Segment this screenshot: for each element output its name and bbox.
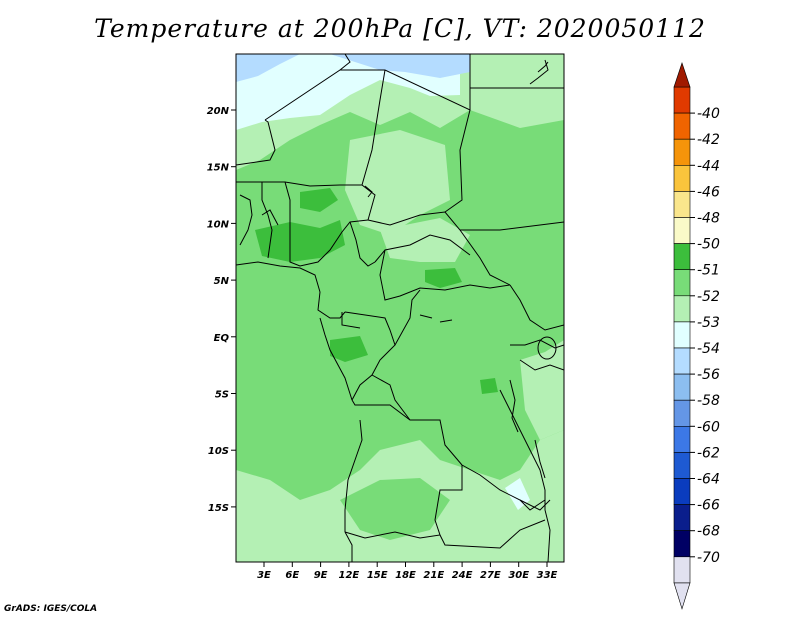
field-east-light (520, 340, 564, 440)
lat-tick-label: 10S (208, 446, 229, 457)
colorbar-label: -70 (697, 550, 720, 566)
colorbar-label: -62 (697, 445, 720, 461)
colorbar-label: -51 (697, 263, 720, 279)
colorbar-label: -68 (697, 524, 720, 540)
colorbar-box (673, 269, 691, 297)
colorbar-label: -58 (697, 393, 720, 409)
lon-tick-label: 3E (257, 570, 271, 581)
field-dark-patch-4 (480, 378, 498, 394)
colorbar-box (673, 321, 691, 349)
colorbar-label: -54 (697, 341, 720, 357)
colorbar-box (673, 191, 691, 218)
colorbar-label: -60 (697, 419, 720, 435)
temperature-field (236, 54, 564, 562)
colorbar-box (673, 373, 691, 401)
lat-tick-label: 5N (214, 276, 230, 287)
longitude-axis: 3E 6E 9E 12E 15E 18E 21E 24E 27E 30E 33E (257, 562, 558, 581)
lon-tick-label: 33E (537, 570, 558, 581)
colorbar-box (673, 138, 691, 166)
colorbar-box (673, 86, 691, 114)
lon-tick-label: 27E (480, 570, 501, 581)
colorbar-box (673, 504, 691, 532)
field-north-blue (236, 54, 300, 82)
colorbar-label: -40 (697, 106, 720, 122)
lon-tick-label: 21E (423, 570, 444, 581)
colorbar-label: -44 (697, 158, 720, 174)
latitude-axis: 20N 15N 10N 5N EQ 5S 10S 15S (207, 106, 236, 514)
colorbar-label: -46 (697, 184, 720, 200)
colorbar-box (673, 165, 691, 192)
field-dark-patch-3 (425, 268, 462, 288)
lon-tick-label: 15E (367, 570, 388, 581)
colorbar-label: -53 (697, 315, 720, 331)
colorbar-box (673, 478, 691, 505)
colorbar-label: -50 (697, 237, 720, 253)
colorbar-label: -56 (697, 367, 720, 383)
colorbar-box (673, 243, 691, 271)
lon-tick-label: 24E (452, 570, 473, 581)
field-north-pale (236, 54, 460, 130)
colorbar-label: -48 (697, 211, 720, 227)
lon-tick-label: 9E (314, 570, 328, 581)
colorbar-box (673, 295, 691, 323)
lon-tick-label: 12E (339, 570, 360, 581)
colorbar-box (673, 112, 691, 140)
map-frame (235, 53, 565, 563)
lat-tick-label: 20N (207, 106, 230, 117)
colorbar-box (673, 556, 691, 584)
colorbar-label: -52 (697, 289, 720, 305)
colorbar-bottom-arrow (673, 582, 691, 610)
field-central-light (380, 218, 470, 262)
lat-tick-label: 15S (208, 503, 229, 514)
colorbar-label: -66 (697, 498, 720, 514)
colorbar-label: -64 (697, 472, 720, 488)
colorbar-box (673, 425, 691, 453)
lat-tick-label: 10N (207, 219, 230, 230)
lat-tick-label: 5S (215, 390, 229, 401)
lon-tick-label: 18E (395, 570, 416, 581)
country-borders (236, 54, 564, 562)
field-south-mid (340, 478, 450, 540)
colorbar-label: -42 (697, 132, 720, 148)
field-dark-patch-west (255, 220, 345, 262)
colorbar: -40 -42 -44 -46 -48 -50 -51 -52 -53 -54 -56 -58 -60 -… (673, 62, 720, 610)
lakes (364, 185, 557, 479)
lon-tick-label: 6E (285, 570, 299, 581)
field-dark-patch-5 (330, 336, 368, 362)
grads-credit: GrADS: IGES/COLA (4, 604, 98, 614)
field-dark-patch-2 (300, 188, 338, 212)
lat-tick-label: 15N (207, 163, 230, 174)
lon-tick-label: 30E (508, 570, 529, 581)
colorbar-box (673, 452, 691, 479)
colorbar-top-arrow (673, 62, 691, 88)
colorbar-box (673, 530, 691, 558)
colorbar-box (673, 347, 691, 375)
field-north-blue-2 (330, 54, 470, 78)
colorbar-box (673, 399, 691, 427)
colorbar-box (673, 217, 691, 244)
chart-title: Temperature at 200hPa [C], VT: 202005011… (94, 14, 706, 43)
lat-tick-label: EQ (214, 333, 230, 344)
